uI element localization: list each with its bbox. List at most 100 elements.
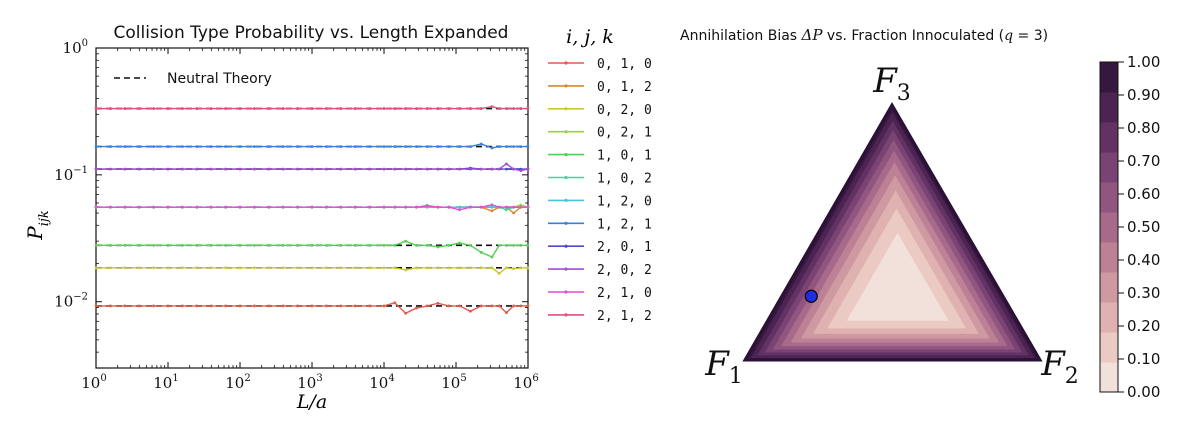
colorbar-segment [1100,182,1118,213]
series-point [224,304,228,308]
series-point [353,205,357,209]
legend-marker [564,267,568,271]
series-point [368,243,371,247]
series-point [505,107,508,110]
x-axis-label: L/a [296,391,327,413]
series-point [137,304,141,308]
series-point [436,266,440,270]
series-line [96,163,529,172]
ternary-title: Annihilation Bias ΔP vs. Fraction Innocu… [680,26,1048,44]
series-point [458,208,461,212]
series-point [152,145,156,148]
series-point [123,304,127,308]
series-point [368,266,371,270]
series-point [181,145,184,148]
colorbar-tick-label: 0.40 [1127,251,1160,269]
vertex-label: F1 [704,344,743,389]
series-point [339,243,343,247]
colorbar-tick-label: 0.80 [1127,119,1160,137]
series-point [368,107,371,110]
series-point [425,107,429,110]
series-point [425,266,429,270]
colorbar-segment [1100,362,1118,393]
series-point [382,167,386,171]
series-point [497,145,501,148]
colorbar-tick-label: 0.50 [1127,218,1160,236]
series-point [512,304,515,308]
series-point [209,266,213,270]
ternary-title-q: q [1004,28,1013,44]
series-point [123,167,127,171]
series-point [224,107,228,110]
series-point [310,145,314,148]
series-point [166,167,170,171]
series-point [238,167,242,171]
series-point [436,145,440,148]
series-point [267,145,271,148]
series-point [479,304,483,308]
series-line [96,143,528,149]
series-point [469,205,472,209]
series-point [166,107,170,110]
legend-label: 0, 1, 0 [597,57,652,72]
series-point [490,146,494,150]
series-point [505,266,508,270]
series-lines [94,105,530,315]
legend-label: 2, 0, 1 [597,240,652,255]
x-tick-label: 100 [81,373,106,392]
x-axis-ticks: 100 101 102 103 104 105 106 [81,48,539,392]
series-point [519,169,523,172]
chart-title: Collision Type Probability vs. Length Ex… [114,23,509,43]
marker-point [804,289,818,303]
ternary-title-end: = 3) [1013,28,1048,44]
series-point [109,107,112,110]
colorbar-tick-label: 0.60 [1127,185,1160,203]
ternary-contour-chart: Annihilation Bias ΔP vs. Fraction Innocu… [680,26,1160,401]
y-axis-label: Pijk [23,210,52,241]
series-point [339,107,343,110]
series-point [339,205,343,209]
series-point [458,241,461,245]
ternary-plot [742,102,1043,362]
series-point [296,167,299,171]
series-point [490,203,494,207]
series-point [393,205,397,209]
legend-label: 0, 1, 2 [597,80,652,95]
series-point [325,304,328,308]
y-tick-label: 10−2 [54,292,88,311]
series-point [181,167,184,171]
series-point [505,208,508,212]
series-point [353,167,357,171]
series-point [425,204,429,208]
ternary-title-math: ΔP [801,26,824,44]
series-point [296,304,299,308]
series-point [382,145,386,148]
series-point [325,205,328,209]
series-point [166,205,170,209]
series-point [526,304,530,308]
series-point [526,243,530,247]
series-point [181,205,184,209]
series-point [195,243,199,247]
series-point [512,267,515,271]
x-tick-label: 106 [513,373,538,392]
series-point [393,301,397,305]
series-point [281,266,285,270]
legend-label: 2, 1, 0 [597,286,652,301]
series-point [519,145,523,148]
series-point [109,145,112,148]
series-point [209,167,213,171]
colorbar: 0.00 0.10 0.20 0.30 0.40 0.50 0.60 0.70 0.80 0.90… [1099,53,1160,401]
series-point [253,266,256,270]
y-axis-ticks: 10−2 10−1 100 [54,38,528,369]
series-point [497,304,501,308]
series-point [281,205,285,209]
series-point [415,306,418,310]
legend-label: 1, 0, 1 [597,149,652,164]
series-point [310,304,314,308]
series-point [209,205,213,209]
series-point [393,145,397,148]
series-point [238,304,242,308]
series-point [253,145,256,148]
